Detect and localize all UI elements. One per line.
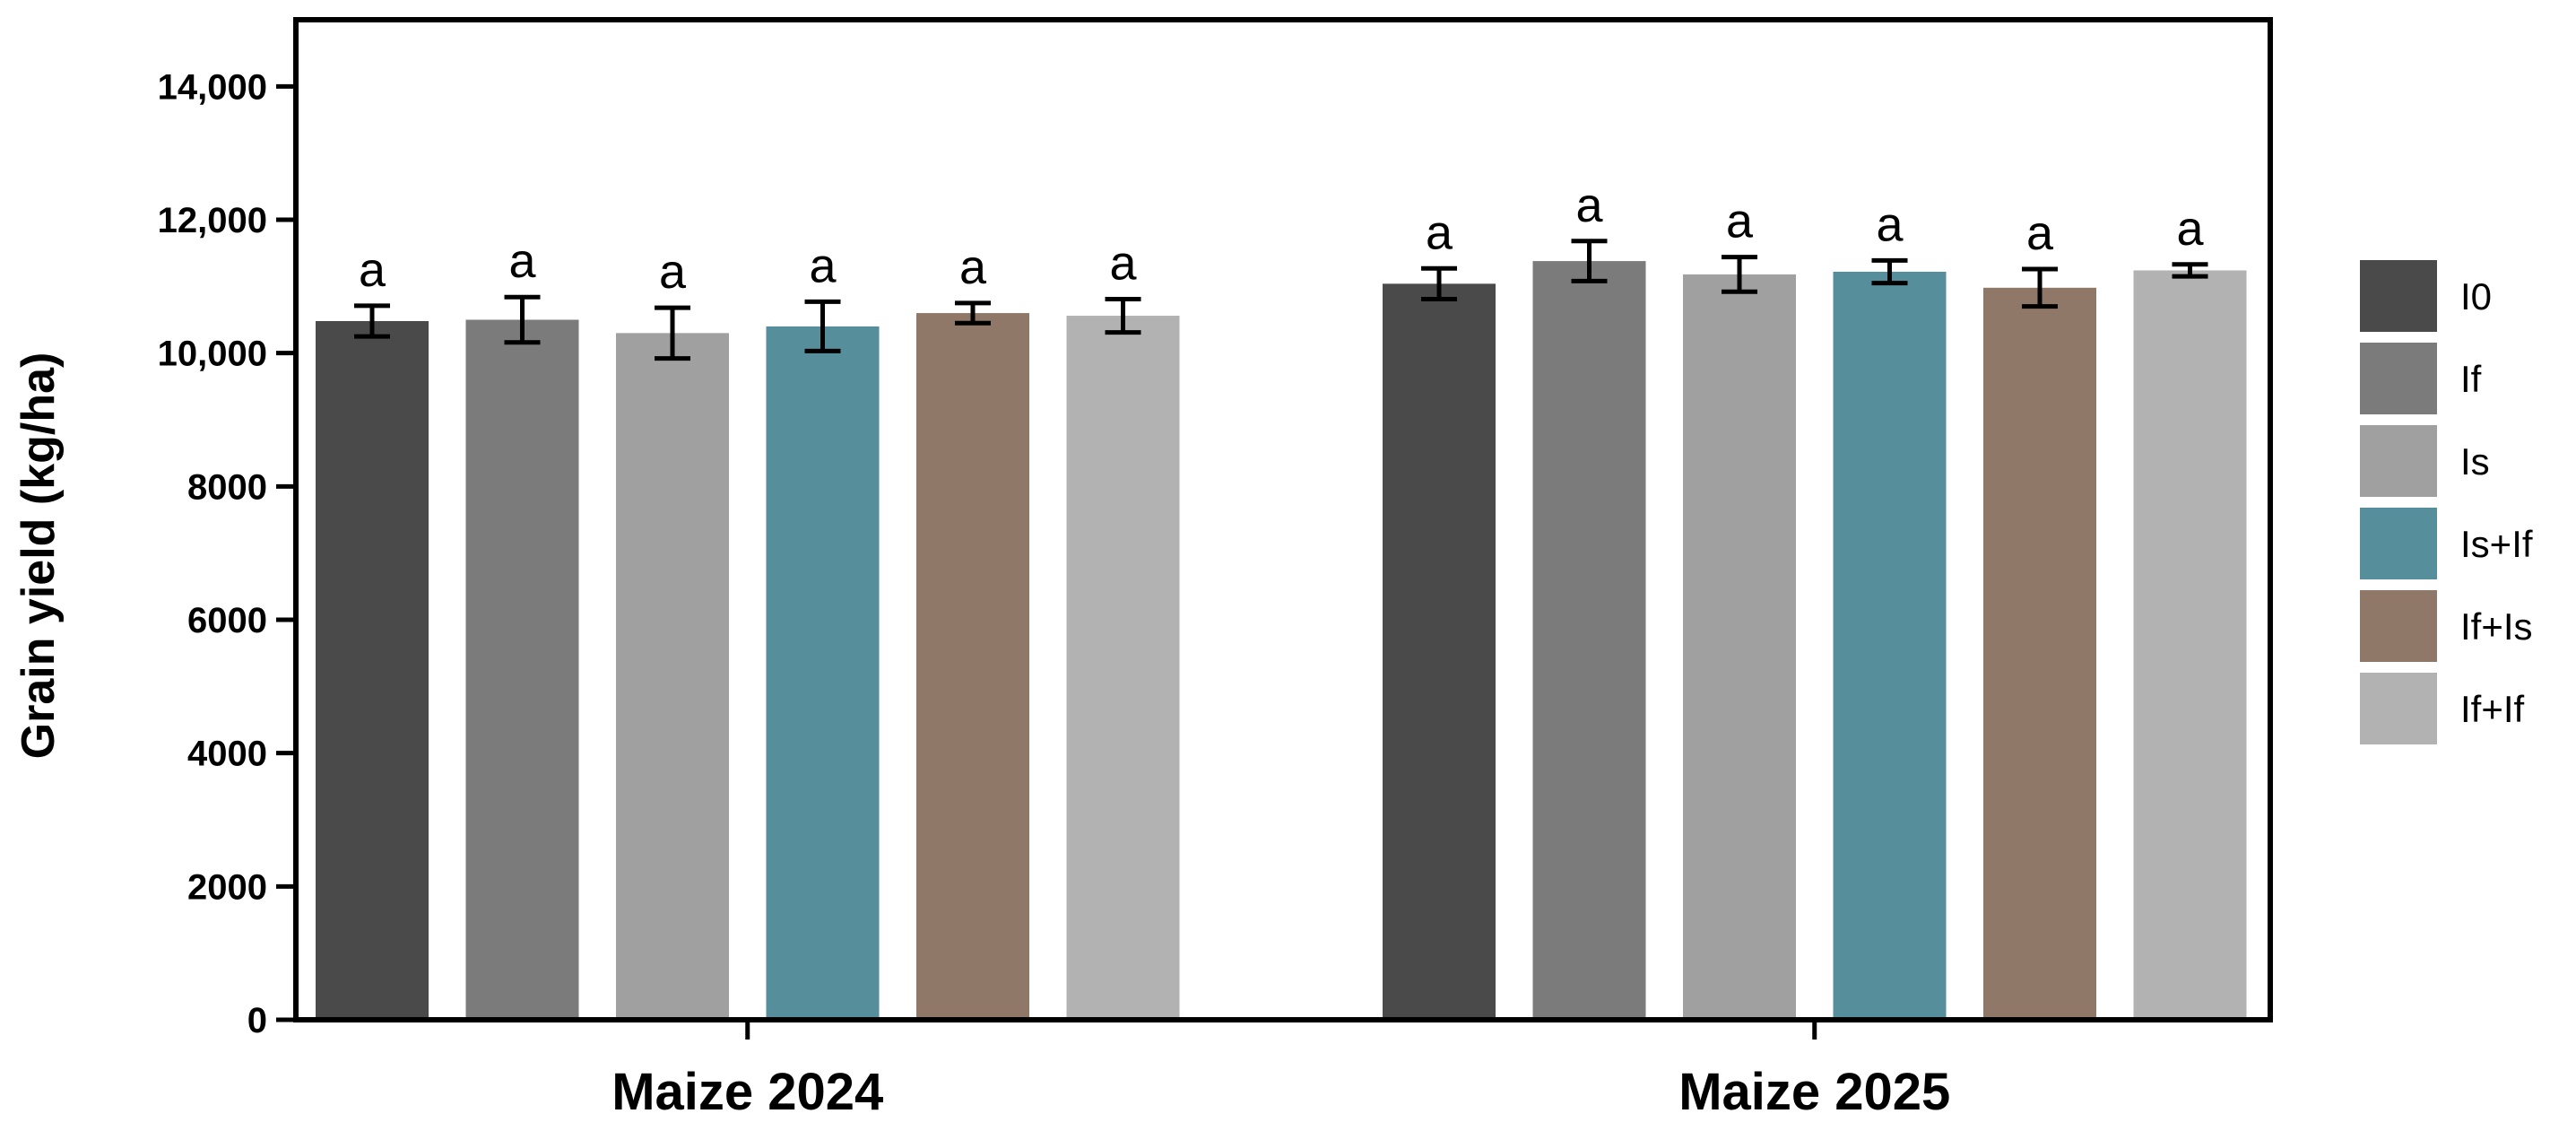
significance-label: a	[1876, 197, 1904, 251]
legend-label: If+Is	[2460, 605, 2533, 648]
legend-swatch	[2360, 508, 2437, 579]
y-tick-label: 2000	[187, 867, 267, 907]
significance-label: a	[2176, 202, 2204, 256]
y-tick-label: 6000	[187, 601, 267, 640]
bar	[465, 319, 579, 1020]
y-tick-label: 8000	[187, 467, 267, 507]
bar	[916, 313, 1029, 1021]
y-axis-label: Grain yield (kg/ha)	[13, 352, 65, 760]
bars-layer	[316, 261, 2247, 1021]
legend-swatch	[2360, 590, 2437, 662]
y-tick-label: 4000	[187, 735, 267, 774]
x-category-label: Maize 2025	[1678, 1063, 1950, 1121]
significance-label: a	[2026, 206, 2054, 260]
significance-label: a	[809, 239, 837, 292]
legend-swatch	[2360, 343, 2437, 414]
y-tick-label: 14,000	[158, 67, 267, 107]
x-category-label: Maize 2024	[611, 1063, 883, 1121]
bar	[1983, 287, 2096, 1020]
legend-swatch	[2360, 425, 2437, 497]
legend-label: If	[2460, 358, 2482, 400]
significance-label: a	[359, 243, 386, 297]
bar	[2133, 270, 2247, 1020]
significance-label: a	[1726, 195, 1754, 248]
significance-label: a	[1109, 236, 1137, 290]
significance-label: a	[1426, 205, 1453, 259]
significance-labels-layer: a a a a a a a a a a a a	[359, 178, 2205, 299]
significance-label: a	[659, 245, 687, 299]
significance-label: a	[508, 234, 536, 288]
bar	[1532, 261, 1646, 1020]
error-bars-layer	[354, 239, 2208, 361]
y-tick-label: 0	[247, 1001, 267, 1040]
legend-label: Is	[2460, 440, 2490, 483]
bar	[1066, 316, 1180, 1020]
bar	[766, 326, 880, 1020]
y-axis: 0 2000 4000 6000 8000 10,000 12,000 14,000	[158, 67, 296, 1040]
bar	[1683, 274, 1796, 1020]
legend-label: Is+If	[2460, 523, 2533, 565]
significance-label: a	[959, 240, 987, 294]
y-tick-label: 10,000	[158, 335, 267, 374]
legend-label: If+If	[2460, 688, 2525, 730]
bar	[316, 320, 429, 1020]
y-tick-label: 12,000	[158, 201, 267, 240]
legend-label: I0	[2460, 275, 2492, 318]
legend: I0 If Is Is+If If+Is If+If	[2360, 260, 2533, 744]
bar	[1833, 271, 1947, 1021]
legend-swatch	[2360, 673, 2437, 744]
plot-frame	[293, 17, 2273, 1022]
bar	[616, 333, 729, 1020]
bar	[1383, 283, 1496, 1020]
significance-label: a	[1575, 178, 1603, 232]
x-axis: Maize 2024 Maize 2025	[611, 1020, 1950, 1121]
legend-swatch	[2360, 260, 2437, 332]
